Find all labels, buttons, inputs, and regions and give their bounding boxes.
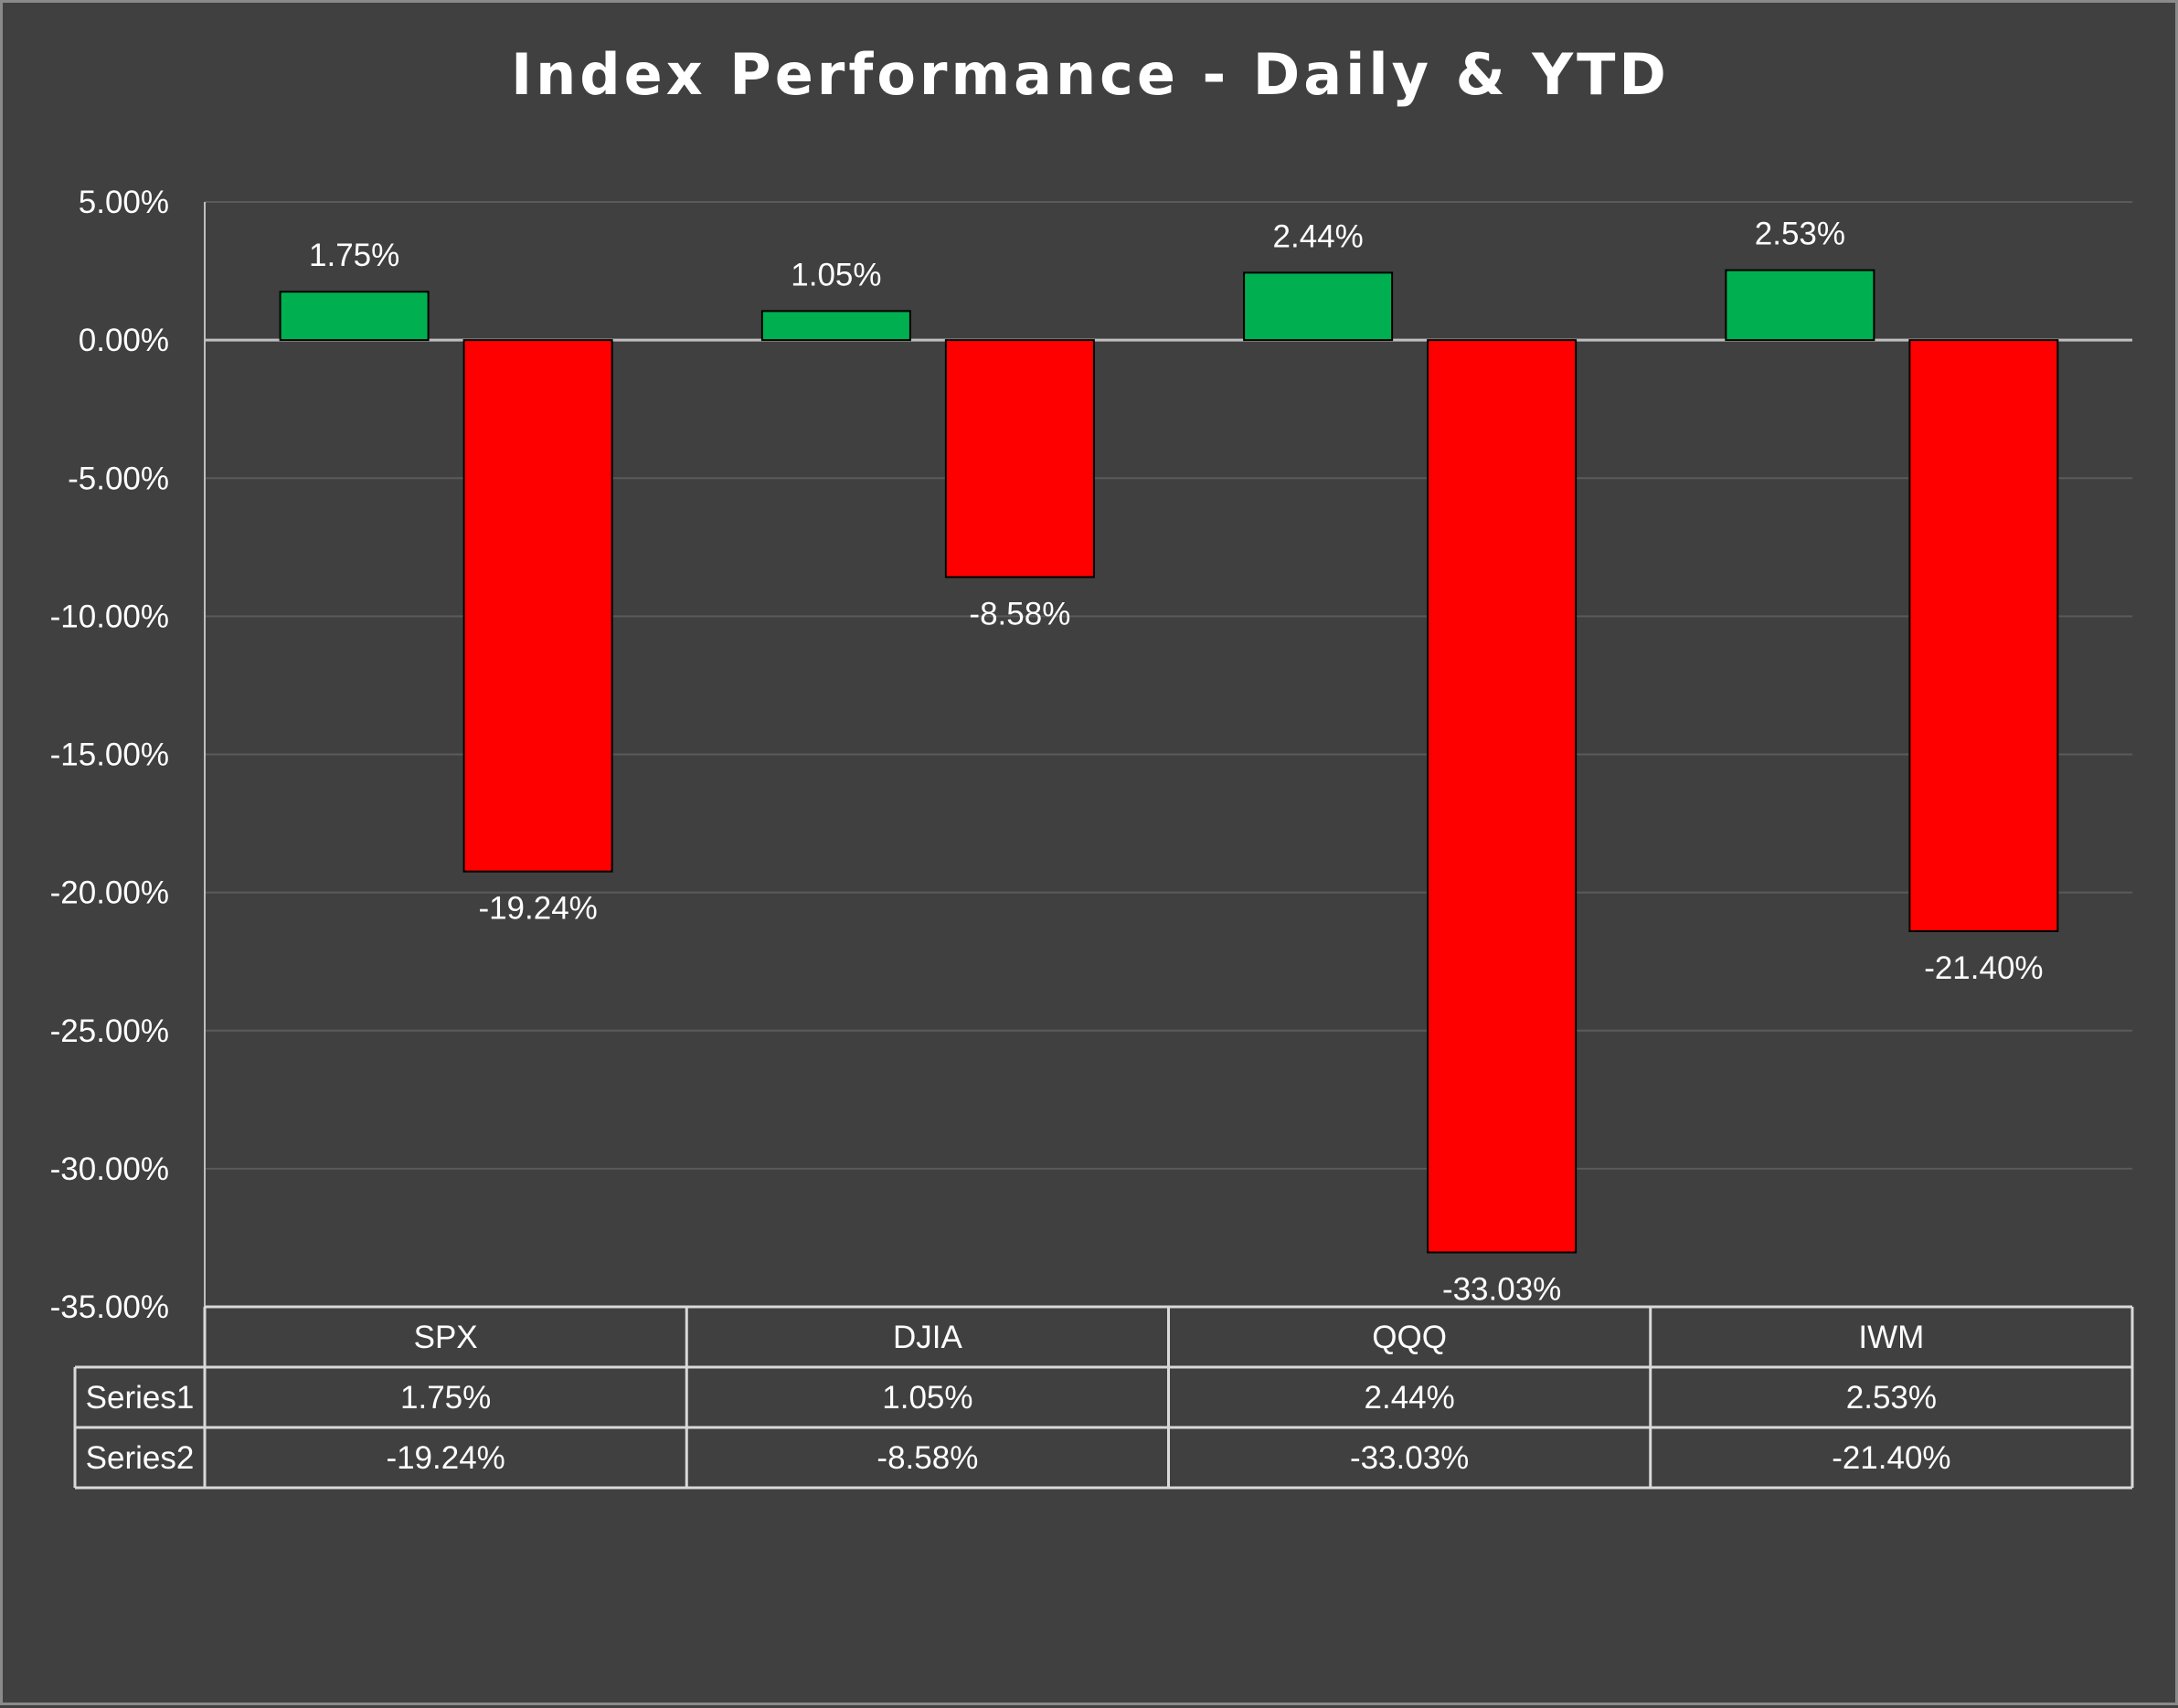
x-tick-label: DJIA	[893, 1320, 963, 1355]
y-tick-label: 0.00%	[79, 323, 169, 358]
table-cell: -19.24%	[386, 1440, 505, 1476]
bar-series2-djia	[944, 339, 1095, 578]
bar-series1-qqq	[1243, 271, 1394, 342]
x-tick-label: QQQ	[1372, 1320, 1447, 1355]
data-label-series2-spx: -19.24%	[478, 891, 597, 927]
bar-series1-djia	[760, 310, 911, 342]
y-tick-label: -25.00%	[50, 1013, 169, 1049]
table-cell: -21.40%	[1832, 1440, 1950, 1476]
bar-series2-iwm	[1908, 339, 2059, 932]
table-cell: 2.44%	[1365, 1380, 1455, 1416]
data-table: SPX DJIA QQQ IWM Series1 1.75% 1.05% 2.44% 2.53%…	[73, 1305, 2134, 1490]
data-label-series2-qqq: -33.03%	[1442, 1271, 1561, 1307]
y-tick-label: -10.00%	[50, 599, 169, 634]
y-tick-label: -5.00%	[68, 461, 169, 496]
y-tick-label: -30.00%	[50, 1151, 169, 1187]
table-cell: 1.75%	[400, 1380, 491, 1416]
bar-series1-spx	[279, 291, 430, 342]
table-cell: 2.53%	[1846, 1380, 1937, 1416]
y-axis: 5.00% 0.00% -5.00% -10.00% -15.00% -20.00% -25…	[50, 185, 2132, 1325]
table-cell: -8.58%	[877, 1440, 978, 1476]
bars	[279, 269, 2059, 1254]
table-cell: -33.03%	[1350, 1440, 1469, 1476]
y-tick-label: -15.00%	[50, 737, 169, 773]
table-series-name: Series1	[86, 1380, 195, 1416]
data-label-series1-djia: 1.05%	[791, 257, 881, 292]
table-series-name: Series2	[86, 1440, 195, 1476]
data-label-series2-djia: -8.58%	[969, 596, 1070, 631]
data-label-series1-qqq: 2.44%	[1273, 218, 1364, 254]
data-labels: 1.75% 1.05% 2.44% 2.53% -19.24% -8.58% -33.03%…	[309, 217, 2044, 1308]
y-tick-label: -35.00%	[50, 1289, 169, 1325]
chart-canvas: Index Performance - Daily & YTD 5.00% 0.0…	[50, 41, 2134, 1490]
data-label-series2-iwm: -21.40%	[1924, 950, 2043, 986]
data-label-series1-spx: 1.75%	[309, 238, 399, 273]
bar-series2-spx	[462, 339, 613, 873]
x-tick-label: SPX	[414, 1320, 478, 1355]
chart-title: Index Performance - Daily & YTD	[511, 41, 1670, 108]
table-cell: 1.05%	[882, 1380, 972, 1416]
bar-series2-qqq	[1427, 339, 1578, 1254]
x-tick-label: IWM	[1858, 1320, 1924, 1355]
bar-series1-iwm	[1725, 269, 1875, 342]
y-tick-label: 5.00%	[79, 185, 169, 220]
data-label-series1-iwm: 2.53%	[1755, 217, 1845, 252]
y-tick-label: -20.00%	[50, 875, 169, 911]
